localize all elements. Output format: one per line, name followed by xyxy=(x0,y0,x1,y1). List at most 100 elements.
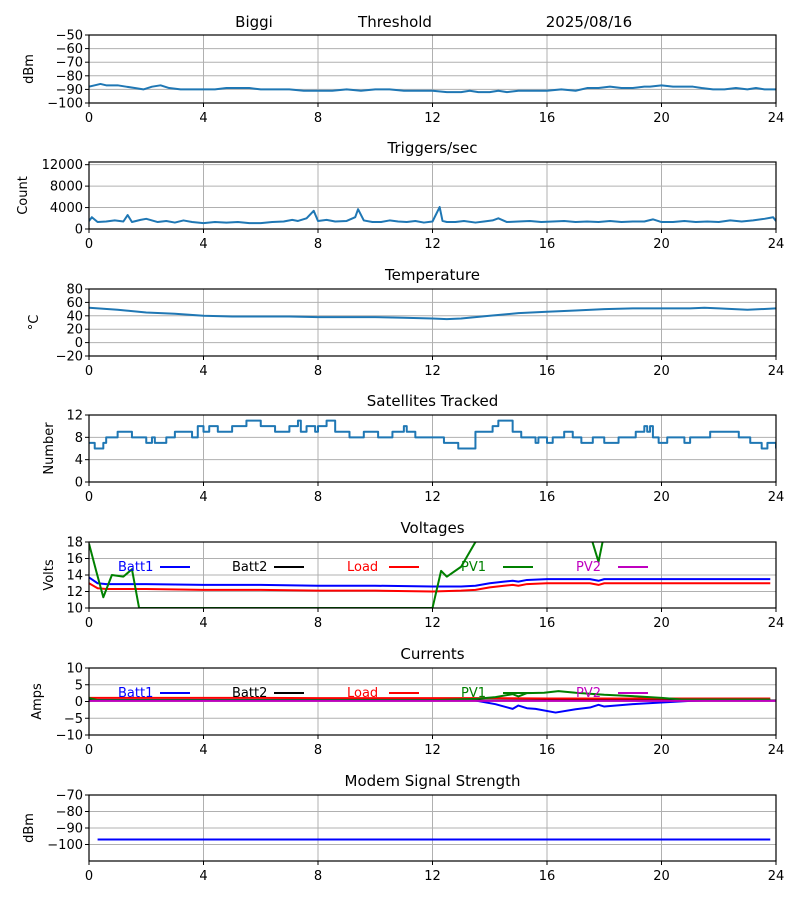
x-tick-label: 8 xyxy=(314,364,322,379)
x-tick-label: 24 xyxy=(768,490,785,505)
y-tick-label: 12 xyxy=(66,409,83,424)
x-tick-label: 4 xyxy=(199,364,207,379)
y-tick-label: 0 xyxy=(75,336,83,351)
x-tick-label: 4 xyxy=(199,111,207,126)
x-tick-label: 12 xyxy=(424,490,441,505)
x-tick-label: 24 xyxy=(768,869,785,884)
series-group xyxy=(89,306,776,321)
series-line-load xyxy=(89,582,771,593)
chart-title: Voltages xyxy=(400,519,464,537)
x-tick-label: 16 xyxy=(539,743,556,758)
chart-satellites: Satellites Tracked Number 0 4 8 12 16 20 24 0 4 8 12 xyxy=(42,392,784,505)
x-tick-label: 8 xyxy=(314,490,322,505)
y-tick-label: 14 xyxy=(66,569,83,584)
chart-title: Temperature xyxy=(384,266,480,284)
x-tick-label: 8 xyxy=(314,616,322,631)
y-tick-label: 18 xyxy=(66,536,83,551)
legend-label: Batt2 xyxy=(232,560,267,575)
chart-voltages: Voltages Volts Batt1 Batt2 Load PV1 PV2 0 4 8 12 16… xyxy=(42,519,784,631)
x-tick-label: 4 xyxy=(199,869,207,884)
x-tick-label: 24 xyxy=(768,616,785,631)
legend-label: PV2 xyxy=(576,686,601,701)
x-tick-label: 8 xyxy=(314,869,322,884)
legend-label: Batt2 xyxy=(232,686,267,701)
x-tick-label: 12 xyxy=(424,616,441,631)
x-tick-label: 8 xyxy=(314,743,322,758)
legend-label: PV1 xyxy=(461,686,486,701)
legend-label: Load xyxy=(347,560,378,575)
y-axis-label: Volts xyxy=(42,559,57,591)
chart-title: Modem Signal Strength xyxy=(345,772,521,790)
header-mode: Threshold xyxy=(357,13,432,31)
y-tick-label: 10 xyxy=(66,662,83,677)
series-line-satellites xyxy=(89,419,776,450)
y-tick-label: −60 xyxy=(56,42,83,57)
legend-label: Batt1 xyxy=(118,560,153,575)
legend-label: Load xyxy=(347,686,378,701)
x-tick-label: 24 xyxy=(768,743,785,758)
series-group xyxy=(89,690,776,714)
y-tick-label: 12 xyxy=(66,585,83,600)
y-tick-label: −100 xyxy=(47,97,83,112)
y-tick-label: 10 xyxy=(66,602,83,617)
x-tick-label: 4 xyxy=(199,490,207,505)
x-tick-label: 20 xyxy=(653,364,670,379)
series-group xyxy=(89,542,771,608)
series-group xyxy=(89,206,776,225)
chart-threshold: dBm 0 4 8 12 16 20 24 −50−60−70−80−90−100 xyxy=(22,29,784,127)
y-tick-label: −80 xyxy=(56,805,83,820)
x-tick-label: 16 xyxy=(539,237,556,252)
x-tick-label: 24 xyxy=(768,111,785,126)
chart-triggers: Triggers/sec Count 0 4 8 12 16 20 24 0 4000 8000 120… xyxy=(16,139,784,252)
series-group xyxy=(89,419,776,450)
x-tick-label: 16 xyxy=(539,490,556,505)
x-tick-label: 20 xyxy=(653,237,670,252)
legend-label: PV2 xyxy=(576,560,601,575)
series-line-temperature xyxy=(89,306,776,321)
y-tick-label: −50 xyxy=(56,29,83,44)
x-tick-label: 24 xyxy=(768,237,785,252)
x-tick-label: 4 xyxy=(199,743,207,758)
x-tick-label: 0 xyxy=(85,364,93,379)
x-tick-label: 4 xyxy=(199,616,207,631)
x-tick-label: 16 xyxy=(539,869,556,884)
x-tick-label: 0 xyxy=(85,111,93,126)
y-tick-label: 8 xyxy=(75,431,83,446)
x-tick-label: 16 xyxy=(539,364,556,379)
series-line-pv1 xyxy=(89,542,604,608)
chart-title: Currents xyxy=(400,645,464,663)
x-tick-label: 8 xyxy=(314,237,322,252)
y-tick-label: 40 xyxy=(66,309,83,324)
x-tick-label: 12 xyxy=(424,869,441,884)
legend-label: Batt1 xyxy=(118,686,153,701)
y-axis-label: Amps xyxy=(30,683,45,720)
series-line-triggers xyxy=(89,206,776,225)
chart-modem: Modem Signal Strength dBm 0 4 8 12 16 20 24 −70−8… xyxy=(22,772,784,884)
y-tick-label: −20 xyxy=(56,350,83,365)
y-tick-label: −10 xyxy=(56,729,83,744)
y-tick-label: −100 xyxy=(47,838,83,853)
y-axis-label: dBm xyxy=(22,54,37,84)
x-tick-label: 4 xyxy=(199,237,207,252)
y-tick-label: 4000 xyxy=(50,201,83,216)
x-tick-label: 20 xyxy=(653,111,670,126)
y-tick-label: 20 xyxy=(66,323,83,338)
x-tick-label: 0 xyxy=(85,869,93,884)
x-tick-label: 20 xyxy=(653,869,670,884)
chart-title: Triggers/sec xyxy=(387,139,478,157)
y-tick-label: 12000 xyxy=(42,158,83,173)
chart-currents: Currents Amps Batt1 Batt2 Load PV1 PV2 0 4 8 12 16 2… xyxy=(30,645,784,758)
y-tick-label: −80 xyxy=(56,69,83,84)
x-tick-label: 12 xyxy=(424,743,441,758)
x-tick-label: 8 xyxy=(314,111,322,126)
x-tick-label: 20 xyxy=(653,490,670,505)
y-tick-label: 80 xyxy=(66,283,83,298)
y-tick-label: −90 xyxy=(56,83,83,98)
y-tick-label: 5 xyxy=(75,678,83,693)
header-station: Biggi xyxy=(235,13,273,31)
series-group xyxy=(89,82,776,94)
y-axis-label: Number xyxy=(42,422,57,475)
